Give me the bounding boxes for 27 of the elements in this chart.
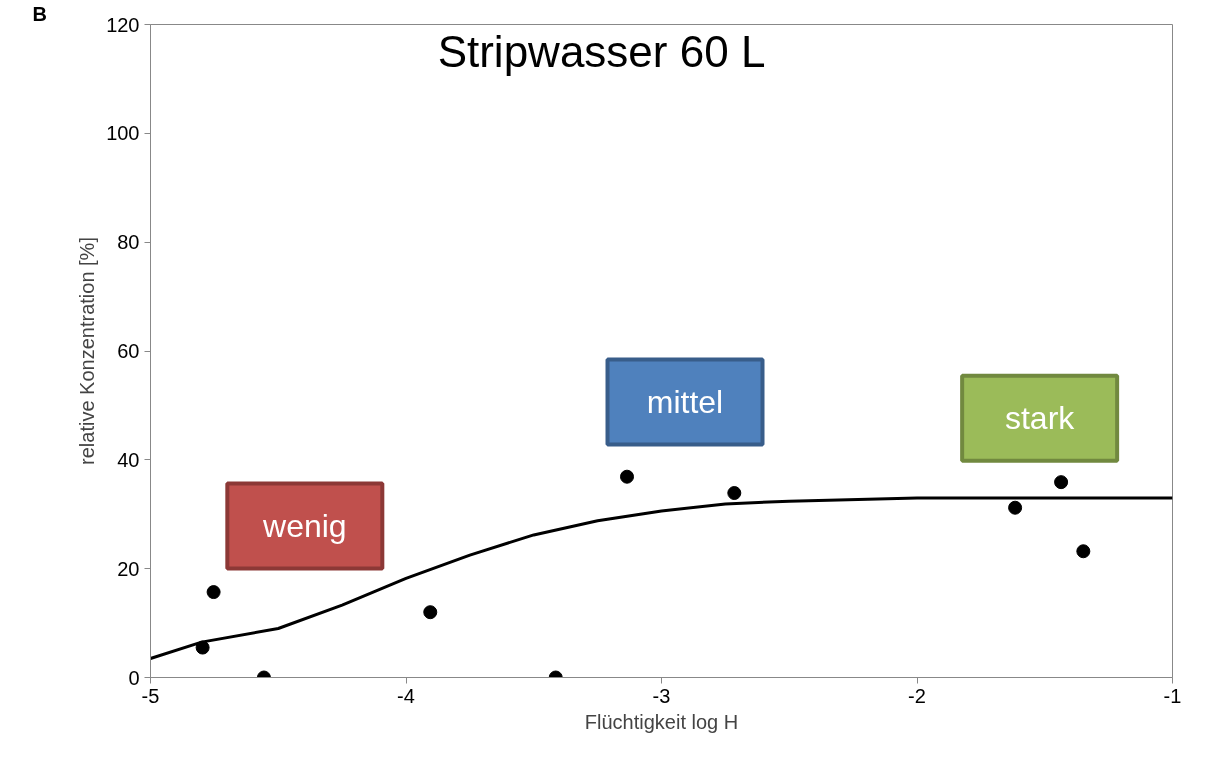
x-tick-label: -5 — [141, 684, 160, 707]
line-series — [150, 496, 1173, 660]
x-tick-label: -1 — [1163, 684, 1182, 707]
annotation: stark — [1004, 400, 1076, 437]
annotation: mittel — [646, 383, 724, 420]
point — [620, 469, 635, 484]
x-axis-title: Flüchtigkeit log H — [584, 710, 739, 733]
y-tick-label: 40 — [117, 448, 140, 471]
point — [727, 486, 742, 501]
y-tick-label: 20 — [117, 557, 140, 580]
y-tick-label: 100 — [106, 122, 140, 145]
point — [1008, 500, 1023, 515]
y-tick-label: 80 — [117, 231, 140, 254]
point — [1054, 475, 1069, 490]
point — [423, 605, 438, 620]
point — [206, 585, 221, 600]
y-axis-title: relative Konzentration [%] — [76, 237, 99, 465]
y-tick-label: 0 — [128, 666, 140, 689]
text: B — [32, 2, 47, 25]
annotation: wenig — [262, 508, 347, 544]
x-tick-label: -3 — [652, 684, 671, 707]
chart-title: Stripwasser 60 L — [437, 26, 766, 76]
y-tick-label: 60 — [117, 340, 140, 362]
y-tick-label: 120 — [106, 13, 140, 36]
x-tick-label: -4 — [397, 684, 415, 707]
point — [1076, 544, 1091, 559]
x-tick-label: -2 — [908, 684, 926, 707]
